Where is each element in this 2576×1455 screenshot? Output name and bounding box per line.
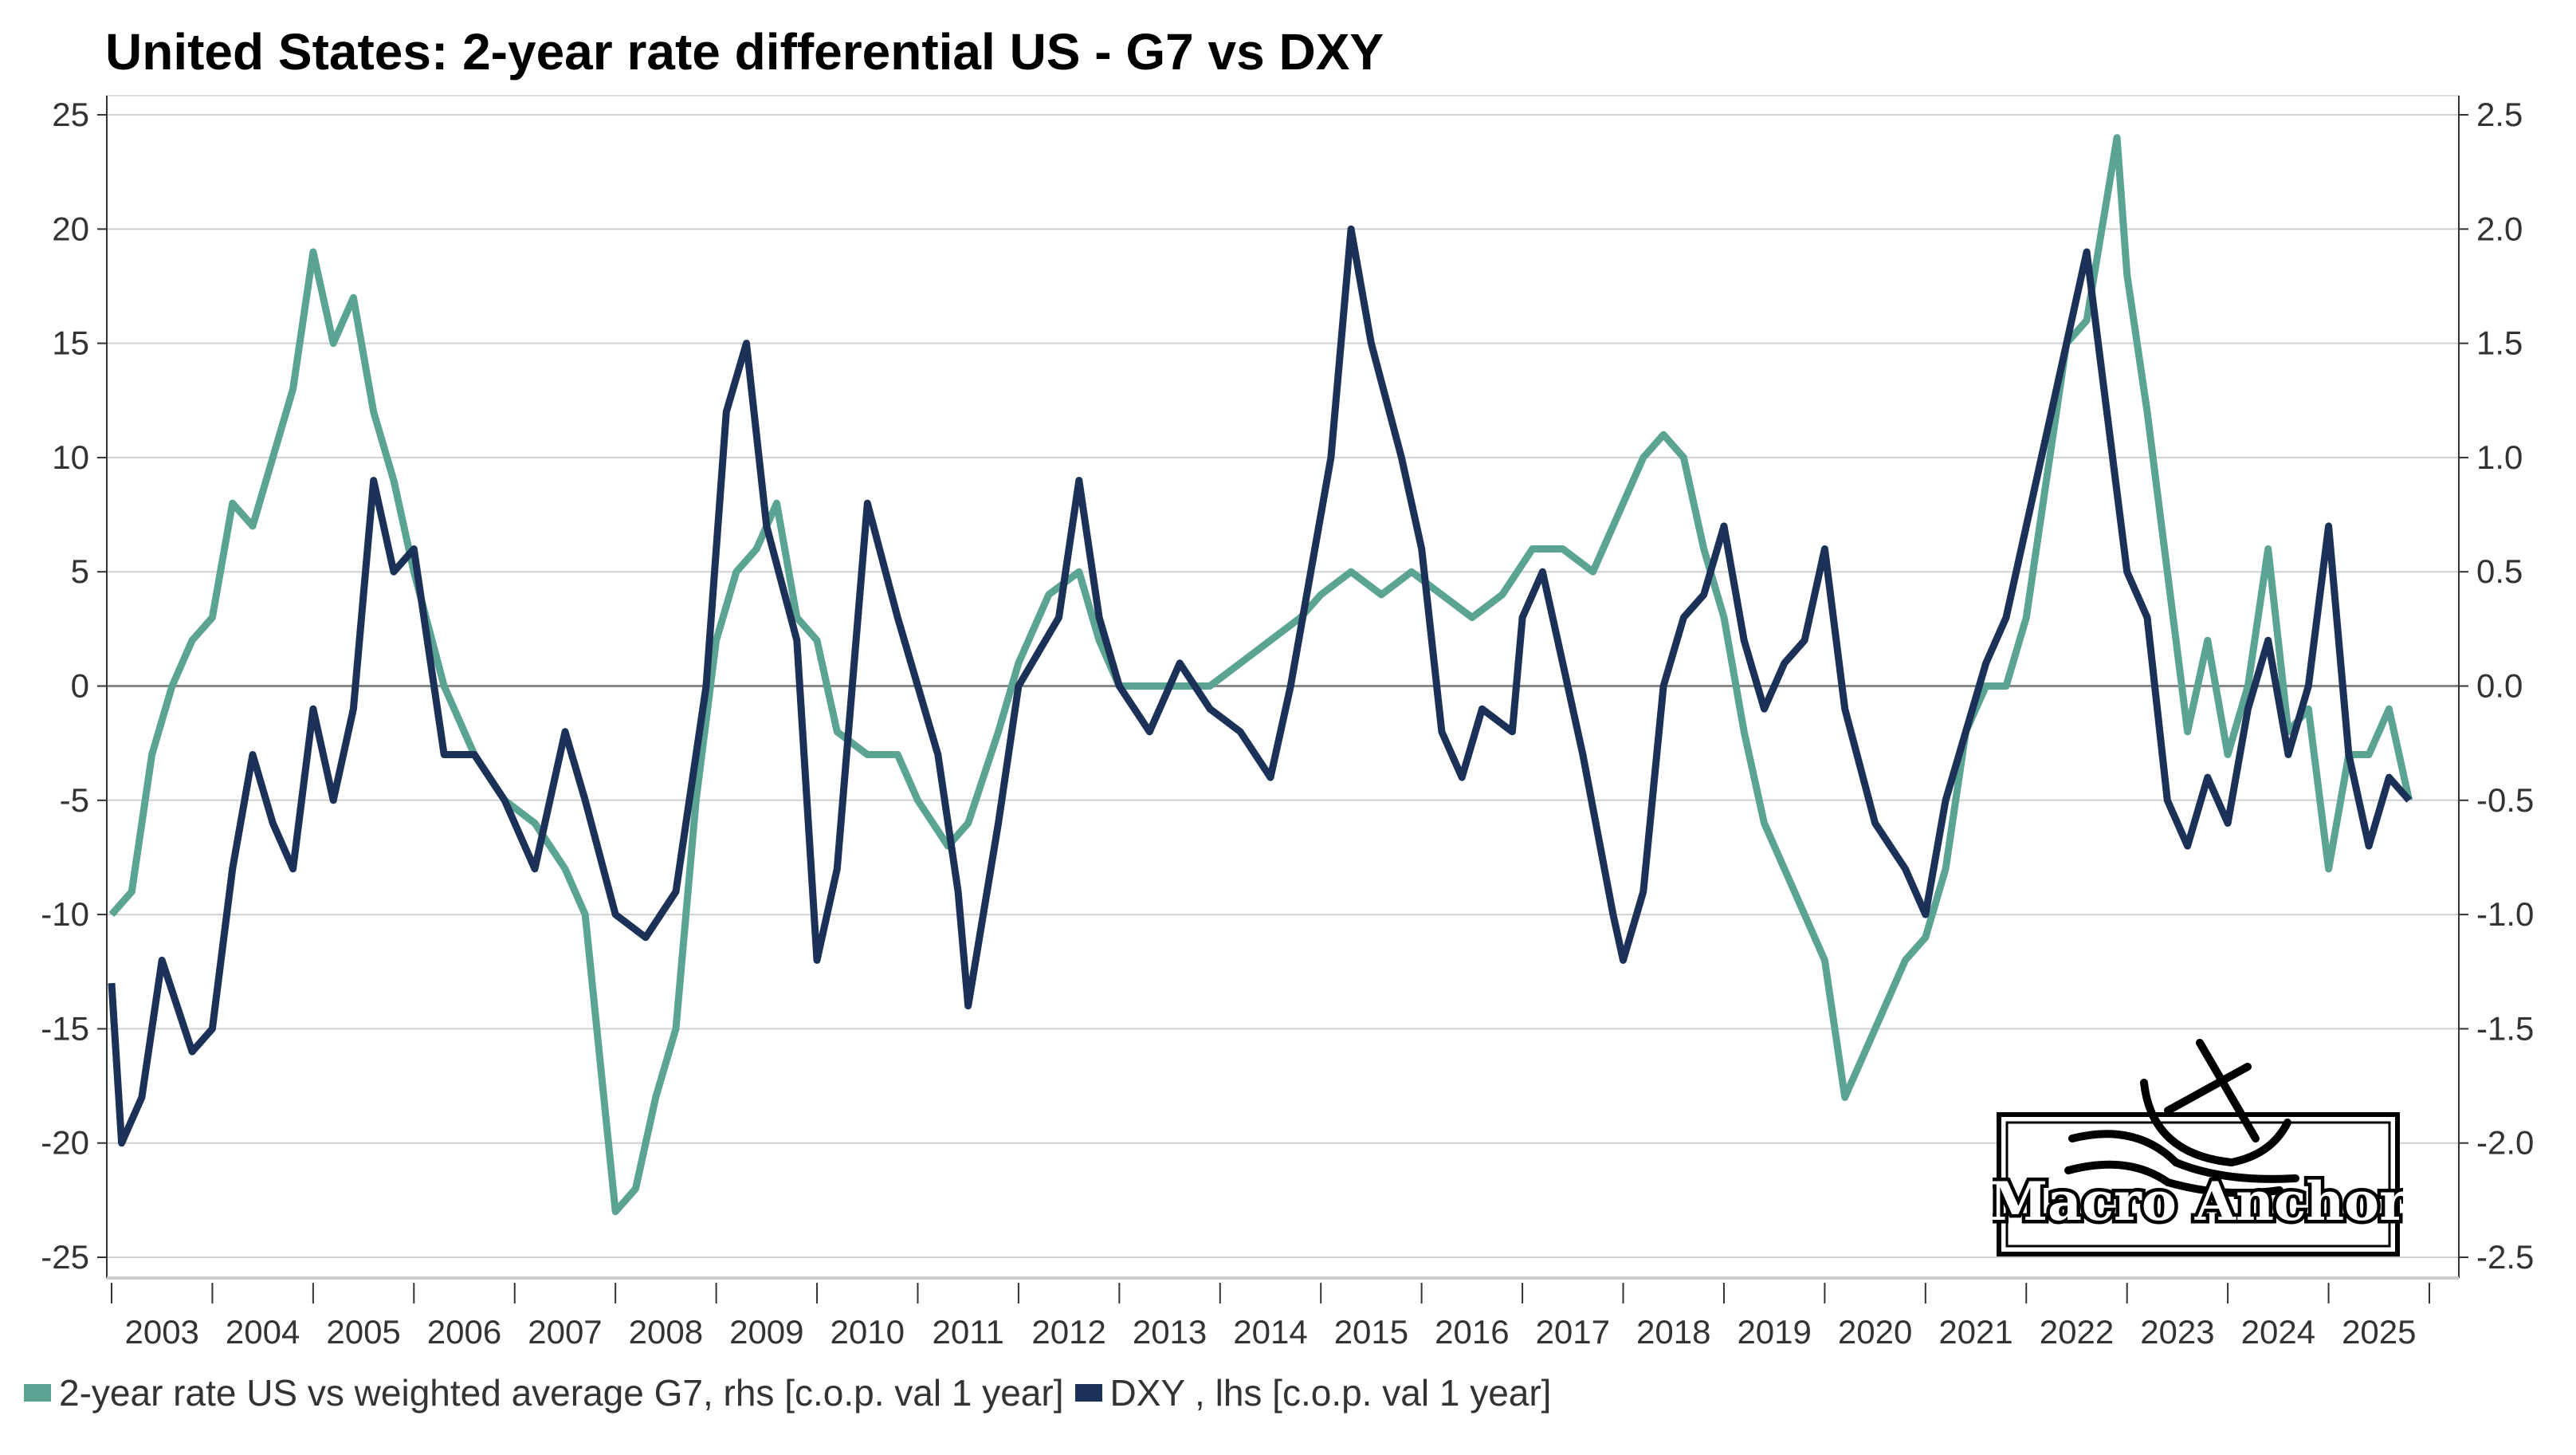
x-tick-label: 2013 (1133, 1313, 1207, 1351)
series-line-dxy (108, 225, 2413, 1147)
legend-item-dxy: DXY , lhs [c.o.p. val 1 year] (1074, 1371, 1552, 1414)
y-tick-label-right: 1.5 (2476, 324, 2523, 362)
x-tick-label: 2023 (2140, 1313, 2214, 1351)
y-tick-label-right: 2.0 (2476, 210, 2523, 247)
y-tick-label-right: 1.0 (2476, 438, 2523, 476)
legend-item-rate-diff: 2-year rate US vs weighted average G7, r… (24, 1371, 1064, 1414)
x-tick-label: 2017 (1536, 1313, 1610, 1351)
legend-label: DXY , lhs [c.o.p. val 1 year] (1109, 1372, 1552, 1414)
y-tick-label-left: 25 (52, 96, 89, 133)
x-tick-label: 2007 (528, 1313, 602, 1351)
x-tick-label: 2010 (831, 1313, 905, 1351)
x-tick-label: 2005 (326, 1313, 400, 1351)
x-tick-label: 2025 (2342, 1313, 2416, 1351)
y-tick-label-right: -2.0 (2476, 1124, 2534, 1162)
y-tick-label-left: -5 (60, 781, 89, 819)
legend-label: 2-year rate US vs weighted average G7, r… (59, 1372, 1064, 1414)
y-tick-label-left: 15 (52, 324, 89, 362)
y-tick-label-left: 0 (71, 667, 89, 705)
x-tick-label: 2011 (933, 1313, 1004, 1351)
y-tick-label-left: -25 (41, 1238, 89, 1276)
x-tick-label: 2019 (1737, 1313, 1811, 1351)
x-tick-label: 2022 (2040, 1313, 2114, 1351)
x-tick-label: 2003 (124, 1313, 198, 1351)
y-tick-label-left: -10 (41, 895, 89, 933)
x-tick-label: 2018 (1636, 1313, 1710, 1351)
y-tick-label-right: 0.5 (2476, 553, 2523, 590)
x-tick-label: 2008 (629, 1313, 703, 1351)
y-tick-label-right: -1.0 (2476, 895, 2534, 933)
macro-anchor-logo: Macro Anchor (1986, 1035, 2412, 1260)
chart-title: United States: 2-year rate differential … (105, 23, 1384, 81)
x-tick-label: 2024 (2241, 1313, 2315, 1351)
y-tick-label-left: -15 (41, 1009, 89, 1047)
x-tick-label: 2014 (1233, 1313, 1307, 1351)
x-tick-label: 2009 (729, 1313, 803, 1351)
legend-swatch (24, 1384, 51, 1402)
y-tick-label-left: 10 (52, 438, 89, 476)
x-tick-label: 2012 (1031, 1313, 1105, 1351)
legend-swatch (1074, 1384, 1102, 1402)
x-tick-label: 2006 (427, 1313, 501, 1351)
y-tick-label-left: -20 (41, 1124, 89, 1162)
x-tick-label: 2020 (1838, 1313, 1912, 1351)
svg-text:Macro Anchor: Macro Anchor (1993, 1170, 2403, 1233)
legend: 2-year rate US vs weighted average G7, r… (24, 1371, 1562, 1414)
y-tick-label-right: -2.5 (2476, 1238, 2534, 1276)
x-tick-label: 2015 (1334, 1313, 1408, 1351)
y-tick-label-right: -0.5 (2476, 781, 2534, 819)
y-tick-label-left: 20 (52, 210, 89, 247)
y-tick-label-right: 0.0 (2476, 667, 2523, 705)
x-tick-label: 2004 (226, 1313, 300, 1351)
y-tick-label-right: 2.5 (2476, 96, 2523, 133)
y-tick-label-left: 5 (71, 553, 89, 590)
x-tick-label: 2016 (1435, 1313, 1509, 1351)
y-tick-label-right: -1.5 (2476, 1009, 2534, 1047)
x-tick-label: 2021 (1938, 1313, 2012, 1351)
